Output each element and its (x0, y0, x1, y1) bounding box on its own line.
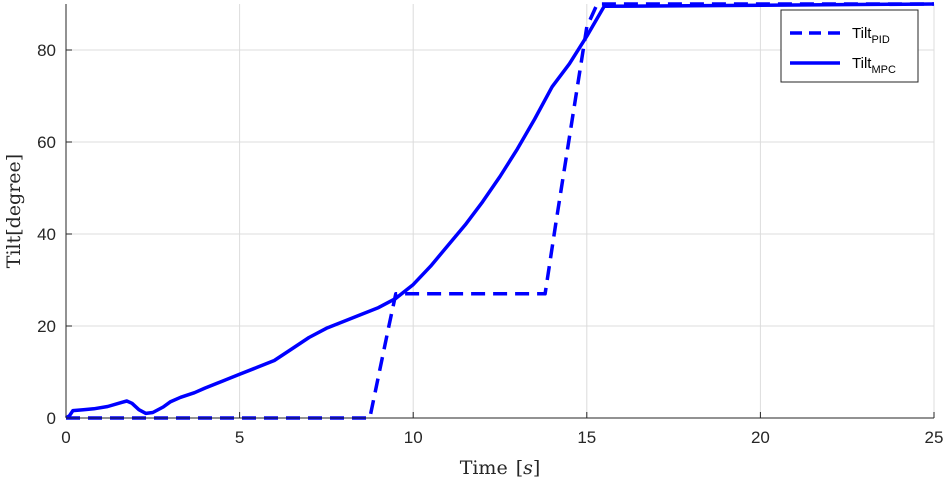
x-axis-unit: s (523, 457, 533, 479)
y-tick-label: 40 (37, 225, 56, 244)
series-line-pid (66, 2, 934, 420)
x-tick-label: 0 (61, 428, 70, 447)
y-tick-label: 20 (37, 317, 56, 336)
y-tick-label: 80 (37, 41, 56, 60)
y-axis-label: Tilt[degree] (3, 154, 25, 268)
series-layer (65, 2, 935, 420)
y-tick-labels: 0 20 40 60 80 (37, 41, 72, 428)
x-tick-label: 5 (235, 428, 244, 447)
y-tick-label: 0 (47, 409, 56, 428)
x-tick-label: 20 (751, 428, 770, 447)
x-tick-labels: 0 5 10 15 20 25 (61, 412, 943, 447)
x-tick-label: 15 (577, 428, 596, 447)
x-tick-label: 10 (404, 428, 423, 447)
x-tick-label: 25 (925, 428, 944, 447)
x-axis-label-text: Time (460, 457, 508, 479)
legend: TiltPID TiltMPC (780, 9, 919, 83)
legend-label-mpc: TiltMPC (852, 55, 896, 76)
x-axis-label: Time [s] (460, 457, 541, 479)
y-tick-label: 60 (37, 133, 56, 152)
legend-box (780, 9, 919, 83)
series-line-mpc (65, 2, 935, 420)
legend-label-pid: TiltPID (852, 25, 890, 46)
